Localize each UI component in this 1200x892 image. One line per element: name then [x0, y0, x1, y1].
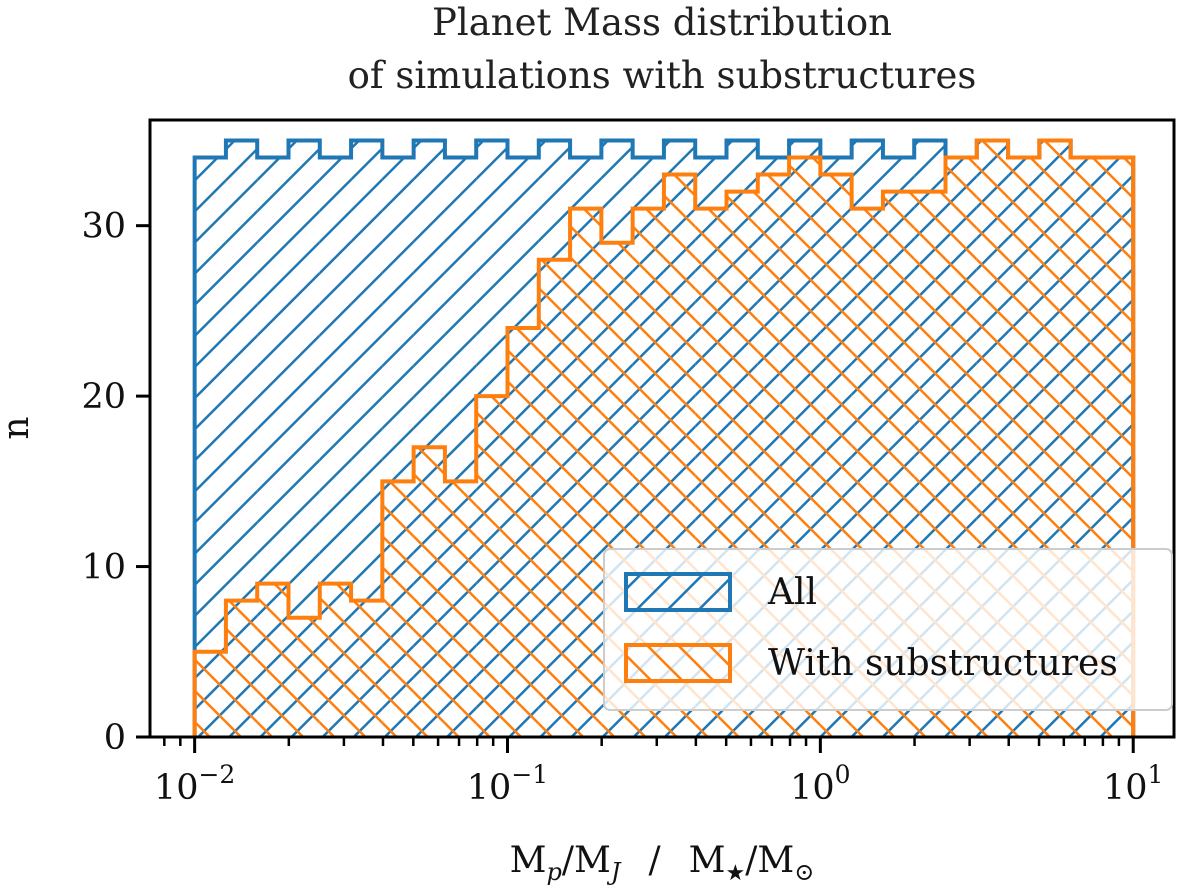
bar-substructures — [257, 583, 289, 737]
y-axis-label: n — [0, 416, 37, 439]
bar-substructures — [570, 208, 602, 737]
bar-substructures — [382, 481, 414, 737]
x-tick-label: 100 — [790, 760, 850, 808]
bar-substructures — [476, 396, 508, 737]
bar-substructures — [413, 447, 445, 737]
bar-substructures — [351, 600, 383, 737]
legend: All With substructures — [603, 548, 1173, 711]
x-axis-label: Mp/MJ / M★/M⊙ — [510, 840, 815, 886]
x-tick-label: 10−1 — [467, 760, 548, 808]
bar-substructures — [288, 617, 320, 737]
legend-label-all: All — [767, 572, 817, 613]
bar-substructures — [194, 651, 226, 737]
plot-frame — [148, 118, 1176, 739]
x-tick-label: 101 — [1103, 760, 1163, 808]
y-tick-label: 10 — [81, 548, 126, 588]
bar-substructures — [225, 600, 258, 737]
y-tick-label: 0 — [104, 718, 126, 758]
bar-substructures — [444, 481, 477, 737]
legend-box — [603, 548, 1173, 711]
chart-title-line-1: Planet Mass distribution — [432, 1, 892, 44]
bar-substructures — [507, 327, 539, 737]
y-tick-label: 30 — [81, 207, 126, 247]
x-axis: 10−2 10−1 100 101 — [154, 737, 1163, 808]
outline-substructures — [192, 138, 1136, 737]
bar-substructures — [538, 259, 571, 737]
bar-substructures — [319, 583, 352, 737]
x-tick-label: 10−2 — [154, 760, 235, 808]
chart-title-line-2: of simulations with substructures — [348, 54, 977, 97]
bar-all — [194, 157, 226, 737]
legend-swatch-all — [624, 572, 732, 612]
y-tick-label: 20 — [81, 377, 126, 417]
legend-swatch-substructures — [624, 643, 732, 683]
y-axis: 0 10 20 30 — [81, 207, 150, 758]
legend-label-substructures: With substructures — [768, 643, 1118, 684]
